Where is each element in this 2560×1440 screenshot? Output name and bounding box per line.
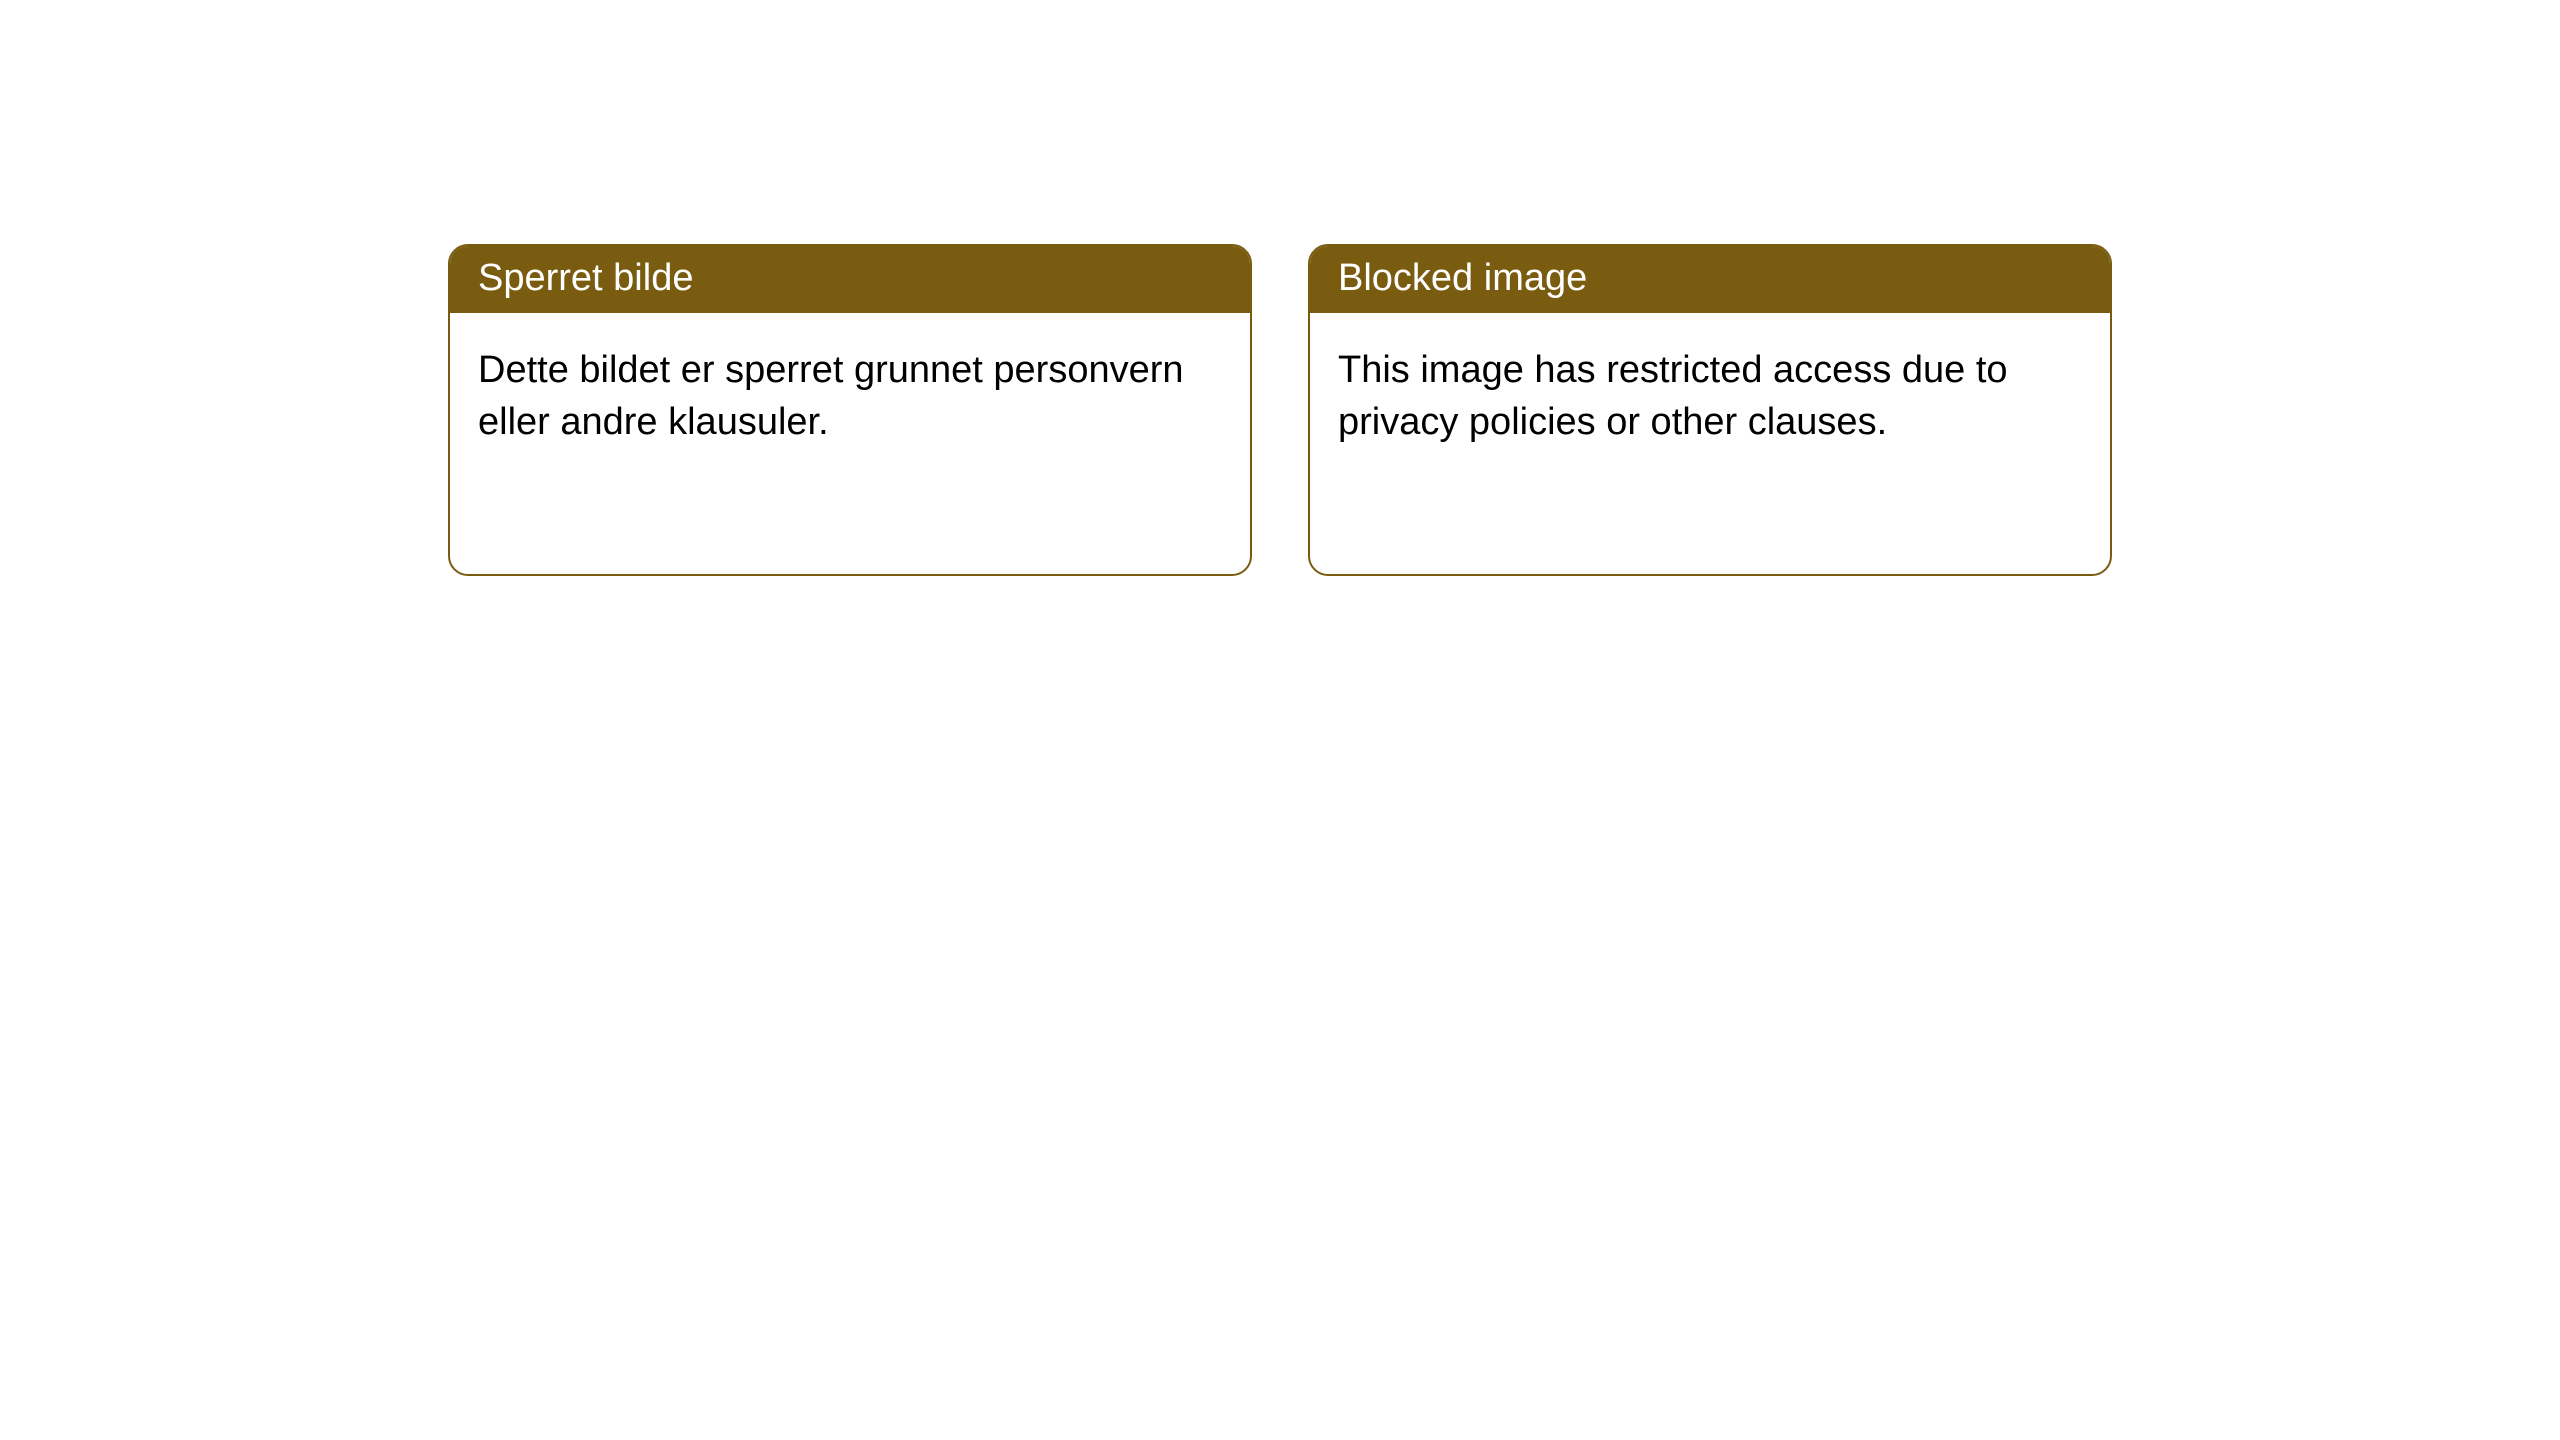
notice-container: Sperret bilde Dette bildet er sperret gr… bbox=[0, 0, 2560, 576]
notice-body: This image has restricted access due to … bbox=[1310, 313, 2110, 480]
notice-header: Sperret bilde bbox=[450, 246, 1250, 313]
notice-body: Dette bildet er sperret grunnet personve… bbox=[450, 313, 1250, 480]
notice-card-norwegian: Sperret bilde Dette bildet er sperret gr… bbox=[448, 244, 1252, 576]
notice-header: Blocked image bbox=[1310, 246, 2110, 313]
notice-card-english: Blocked image This image has restricted … bbox=[1308, 244, 2112, 576]
